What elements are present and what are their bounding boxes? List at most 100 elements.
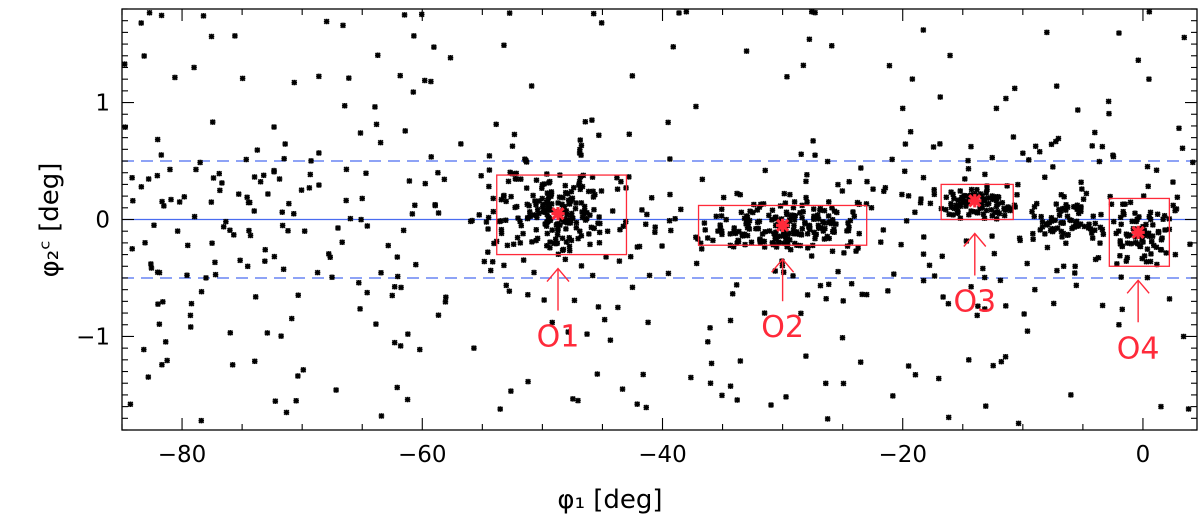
data-point	[1083, 190, 1090, 197]
data-point	[666, 217, 673, 224]
data-point	[931, 191, 938, 198]
data-point	[810, 137, 816, 144]
data-point	[704, 338, 711, 345]
data-point	[364, 289, 371, 296]
data-point	[791, 199, 798, 205]
data-point	[704, 235, 711, 241]
data-point	[570, 184, 577, 191]
data-point	[406, 178, 413, 184]
data-point	[198, 288, 205, 295]
data-point	[1170, 202, 1177, 209]
data-point	[1144, 163, 1151, 170]
data-point	[596, 214, 603, 220]
data-point	[1052, 138, 1059, 145]
data-point	[237, 257, 243, 264]
data-point	[738, 209, 745, 216]
data-point	[1025, 156, 1032, 163]
data-point	[129, 197, 136, 204]
data-point	[397, 343, 404, 349]
data-point	[391, 283, 398, 290]
data-point	[850, 209, 856, 215]
data-point	[750, 201, 757, 208]
data-point	[808, 9, 815, 15]
data-point	[670, 43, 677, 50]
data-point	[979, 265, 986, 272]
data-point	[1053, 83, 1060, 89]
data-point	[737, 358, 744, 364]
data-point	[974, 186, 980, 193]
data-point	[251, 208, 258, 214]
data-point	[193, 166, 199, 173]
data-point	[1059, 234, 1065, 240]
data-point	[167, 166, 173, 173]
data-point	[820, 218, 826, 225]
data-point	[1029, 208, 1035, 215]
data-point	[804, 230, 811, 237]
data-point	[357, 305, 363, 312]
data-point	[957, 188, 964, 194]
data-point	[965, 165, 972, 172]
data-point	[1170, 179, 1176, 185]
data-point	[640, 371, 647, 378]
data-point	[652, 229, 658, 236]
data-point	[948, 204, 955, 211]
data-point	[518, 222, 525, 229]
data-point	[122, 61, 128, 67]
data-point	[766, 212, 772, 219]
data-point	[568, 237, 575, 244]
data-point	[1039, 224, 1046, 230]
data-point	[927, 200, 934, 207]
data-point	[162, 338, 169, 345]
data-point	[982, 171, 988, 178]
data-point	[839, 334, 846, 341]
data-point	[812, 235, 818, 242]
data-point	[357, 130, 364, 136]
data-point	[306, 185, 313, 191]
data-point	[1064, 204, 1071, 211]
data-point	[1119, 306, 1126, 313]
data-point	[877, 239, 884, 246]
data-point	[803, 178, 809, 185]
data-point	[799, 225, 806, 232]
data-point	[401, 12, 408, 18]
data-point	[1099, 302, 1106, 309]
data-point	[308, 157, 314, 164]
data-point	[755, 225, 762, 232]
data-point	[983, 190, 990, 196]
data-point	[627, 253, 634, 260]
data-point	[364, 223, 371, 229]
data-point	[208, 33, 215, 40]
data-point	[601, 316, 608, 323]
data-point	[1054, 225, 1061, 231]
data-point	[823, 295, 830, 302]
data-point	[1091, 129, 1098, 136]
data-point	[808, 253, 815, 259]
data-point	[920, 277, 927, 284]
data-point	[727, 383, 734, 390]
data-point	[870, 186, 876, 193]
data-point	[260, 172, 267, 179]
data-point	[316, 73, 322, 80]
data-point	[560, 246, 567, 253]
data-point	[503, 198, 510, 205]
data-point	[733, 282, 740, 288]
data-point	[772, 214, 779, 220]
data-point	[804, 199, 810, 205]
data-point	[997, 277, 1004, 284]
data-point	[481, 258, 488, 265]
data-point	[540, 208, 547, 214]
data-point	[999, 199, 1006, 206]
data-point	[804, 292, 811, 298]
data-point	[555, 200, 561, 206]
data-point	[1181, 34, 1188, 41]
data-point	[937, 141, 943, 147]
data-point	[718, 213, 725, 219]
data-point	[158, 12, 165, 19]
data-point	[1174, 194, 1181, 201]
data-point	[504, 242, 511, 249]
data-point	[781, 190, 788, 197]
data-point	[568, 217, 574, 224]
data-point	[1110, 218, 1117, 225]
data-point	[1116, 30, 1122, 36]
